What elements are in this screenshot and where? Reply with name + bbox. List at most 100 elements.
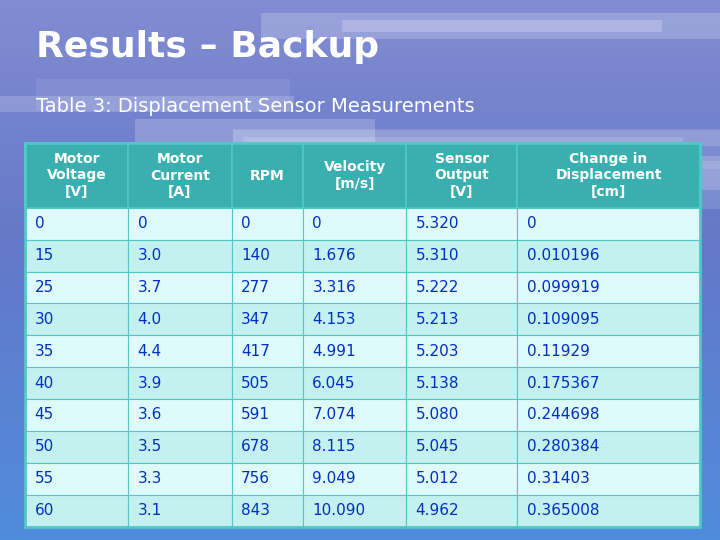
Text: 843: 843 [241,503,270,518]
Text: 0.175367: 0.175367 [526,376,599,390]
Text: 7.074: 7.074 [312,408,356,422]
Text: 3.9: 3.9 [138,376,162,390]
Text: 3.6: 3.6 [138,408,162,422]
Text: Motor
Voltage
[V]: Motor Voltage [V] [47,152,107,199]
Bar [128,240,232,272]
Bar [25,143,700,526]
Text: 0.010196: 0.010196 [526,248,599,263]
Text: 35: 35 [35,344,54,359]
Text: 25: 25 [35,280,54,295]
Text: 140: 140 [241,248,270,263]
Bar [517,367,700,399]
Text: 3.3: 3.3 [138,471,162,486]
Bar [25,272,128,303]
Bar [406,463,517,495]
Text: 0.31403: 0.31403 [526,471,590,486]
Text: 0.109095: 0.109095 [526,312,599,327]
Bar [517,335,700,367]
Text: 0: 0 [138,217,148,231]
Text: 4.962: 4.962 [415,503,459,518]
Bar [517,143,700,208]
Text: Sensor
Output
[V]: Sensor Output [V] [434,152,489,199]
Text: Change in
Displacement
[cm]: Change in Displacement [cm] [555,152,662,199]
Text: 0.11929: 0.11929 [526,344,590,359]
Text: 4.991: 4.991 [312,344,356,359]
Text: 30: 30 [35,312,54,327]
Bar [232,463,303,495]
Text: 10.090: 10.090 [312,503,366,518]
Text: 417: 417 [241,344,270,359]
Bar [128,335,232,367]
Bar [406,335,517,367]
Bar [406,399,517,431]
Text: 5.203: 5.203 [415,344,459,359]
Bar [517,399,700,431]
Bar [517,272,700,303]
Text: 4.153: 4.153 [312,312,356,327]
Bar [25,367,128,399]
Bar [303,240,406,272]
Text: 756: 756 [241,471,270,486]
Bar [517,208,700,240]
Text: 5.138: 5.138 [415,376,459,390]
Bar [303,335,406,367]
Text: 4.0: 4.0 [138,312,162,327]
Bar [128,143,232,208]
Text: 6.045: 6.045 [312,376,356,390]
Bar [25,303,128,335]
Bar [406,431,517,463]
Bar [303,208,406,240]
Text: 0.365008: 0.365008 [526,503,599,518]
Text: 0.244698: 0.244698 [526,408,599,422]
Text: 60: 60 [35,503,54,518]
Bar [128,272,232,303]
Text: 15: 15 [35,248,54,263]
Text: 3.5: 3.5 [138,440,162,454]
Text: 591: 591 [241,408,270,422]
Text: 0: 0 [35,217,44,231]
Text: 40: 40 [35,376,54,390]
Bar [406,272,517,303]
Text: 45: 45 [35,408,54,422]
Bar [406,208,517,240]
Bar [517,431,700,463]
Bar [25,495,128,526]
Bar [25,335,128,367]
Bar [25,399,128,431]
Text: 0.099919: 0.099919 [526,280,600,295]
Text: 8.115: 8.115 [312,440,356,454]
Bar [406,367,517,399]
Text: 4.4: 4.4 [138,344,162,359]
Bar [25,463,128,495]
Bar [517,495,700,526]
Bar [232,272,303,303]
Bar [128,399,232,431]
Bar [232,431,303,463]
Text: 3.1: 3.1 [138,503,162,518]
Text: 5.213: 5.213 [415,312,459,327]
Bar [303,399,406,431]
Text: 678: 678 [241,440,270,454]
Text: Table 3: Displacement Sensor Measurements: Table 3: Displacement Sensor Measurement… [36,97,474,116]
Text: 1.676: 1.676 [312,248,356,263]
Bar [128,495,232,526]
Text: 0: 0 [526,217,536,231]
Bar [128,431,232,463]
Text: 50: 50 [35,440,54,454]
Text: 3.0: 3.0 [138,248,162,263]
Bar [232,399,303,431]
Text: 0.280384: 0.280384 [526,440,599,454]
Bar [303,143,406,208]
Bar [128,463,232,495]
Text: Velocity
[m/s]: Velocity [m/s] [323,160,386,191]
Bar [128,367,232,399]
Bar [406,303,517,335]
Bar [232,303,303,335]
Bar [517,240,700,272]
Bar [232,335,303,367]
Text: 0: 0 [241,217,251,231]
Bar [303,272,406,303]
Text: 5.080: 5.080 [415,408,459,422]
Bar [232,240,303,272]
Bar [128,303,232,335]
